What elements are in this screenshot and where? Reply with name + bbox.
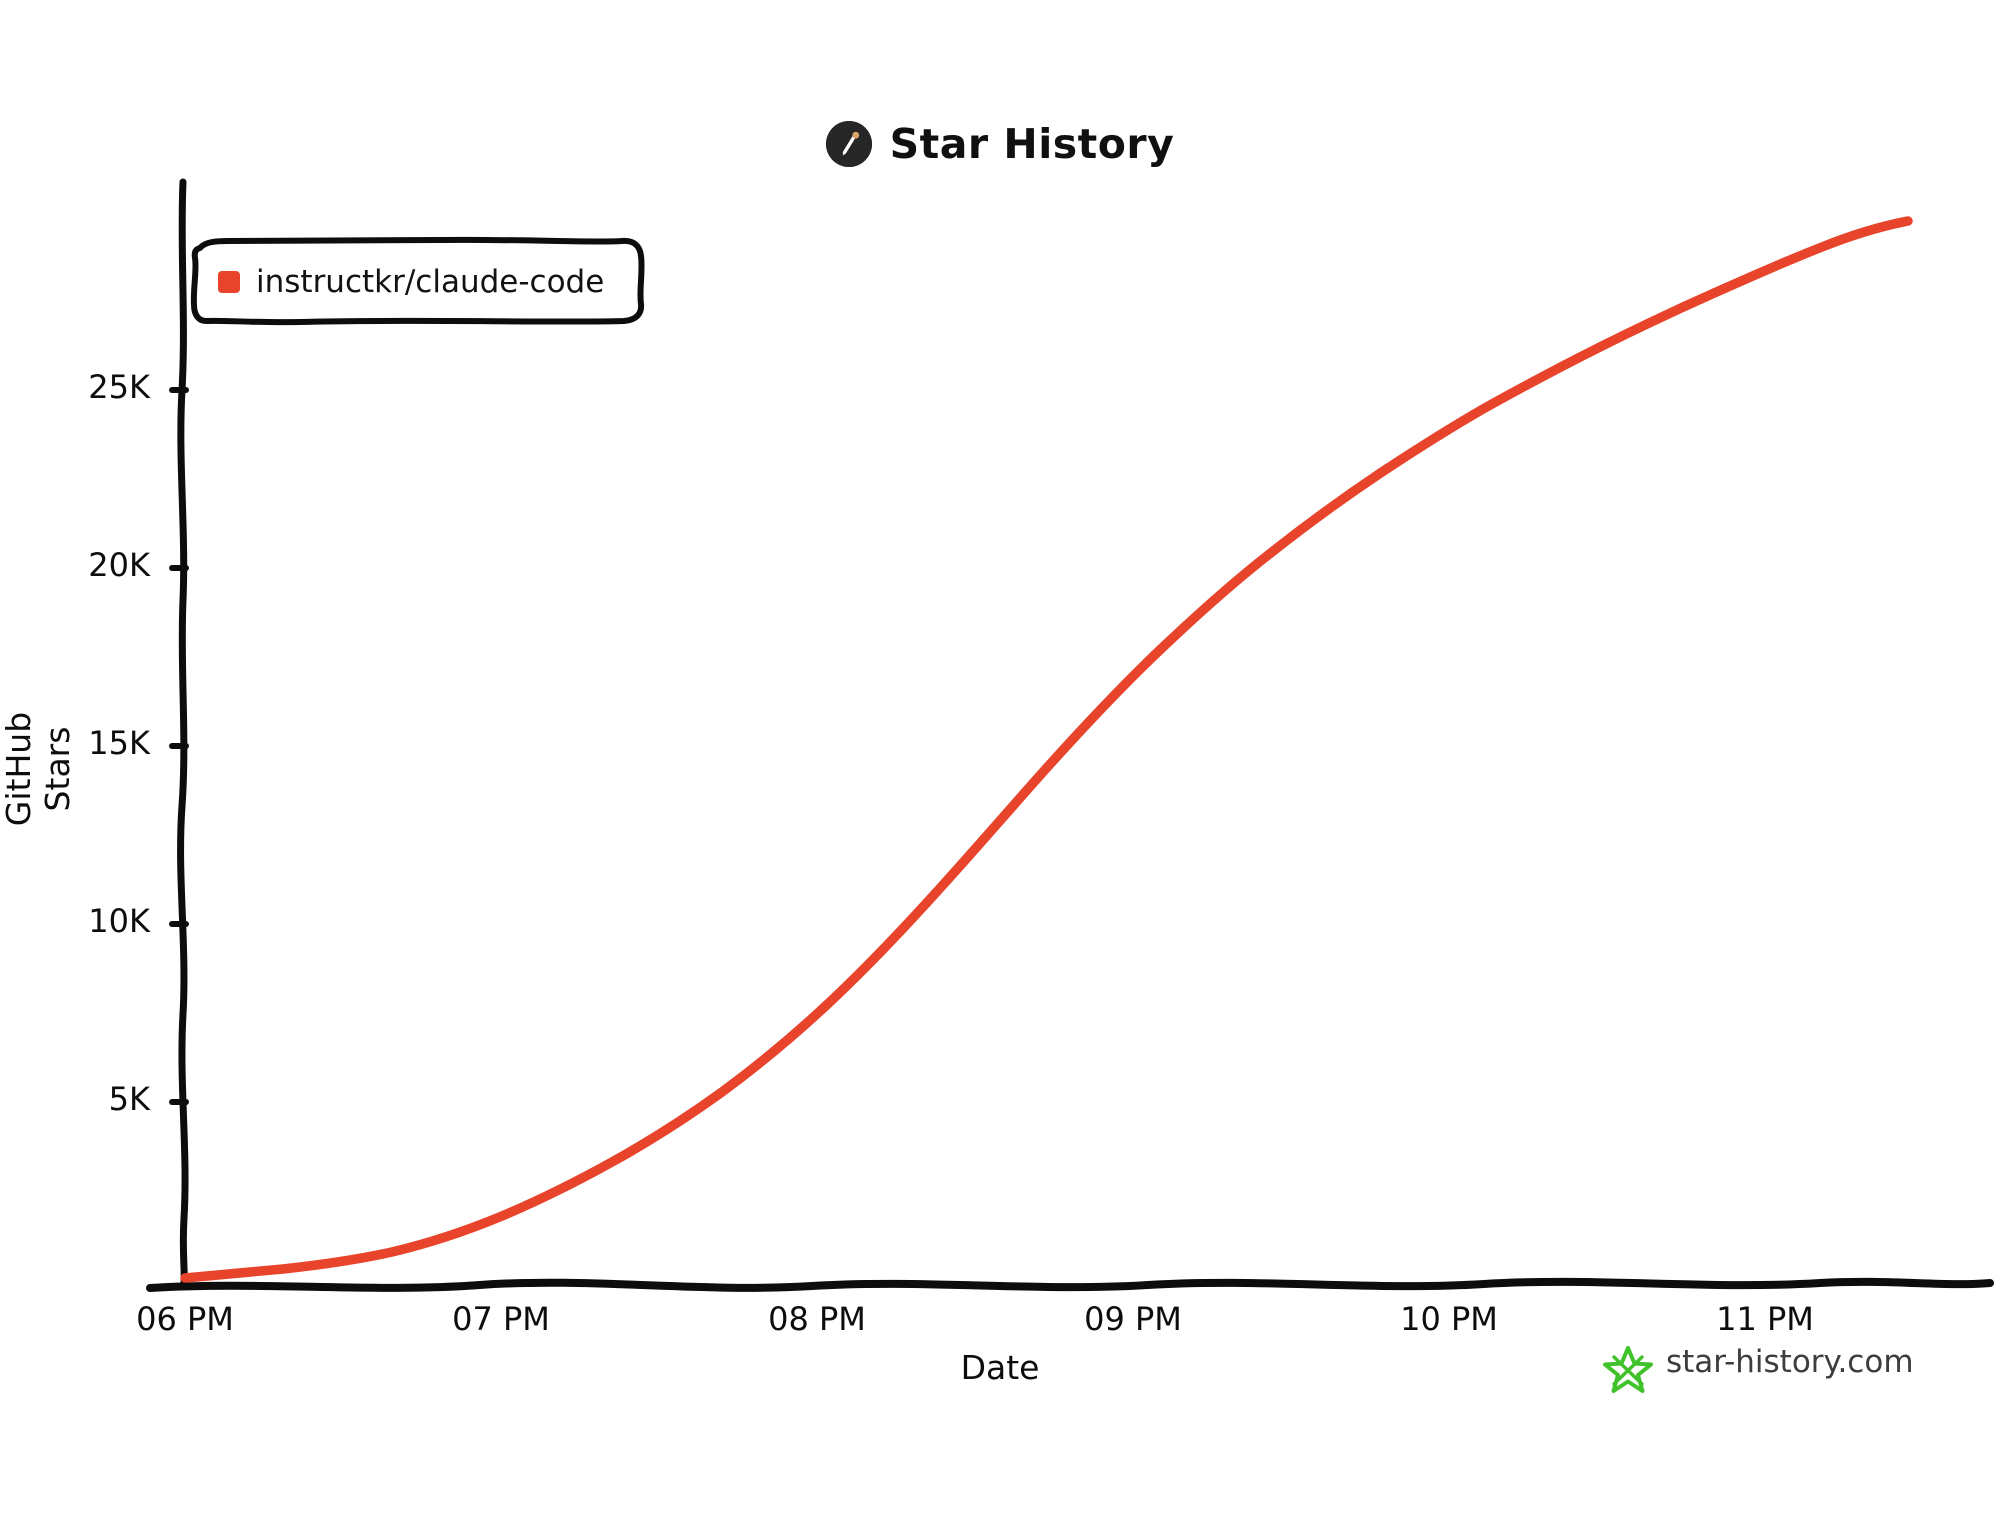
page-title: Star History [0, 120, 2000, 168]
y-tick-label-15k: 15K [88, 724, 150, 762]
x-tick-label-09pm: 09 PM [1084, 1300, 1182, 1338]
x-tick-label-11pm: 11 PM [1716, 1300, 1814, 1338]
legend-box-outline [190, 236, 645, 326]
x-axis-title: Date [960, 1348, 1040, 1387]
y-tick-label-25k: 25K [88, 368, 150, 406]
x-tick-label-10pm: 10 PM [1400, 1300, 1498, 1338]
y-tick-label-20k: 20K [88, 546, 150, 584]
legend-label-instructkr-claude-code: instructkr/claude-code [256, 264, 605, 300]
y-axis-line [177, 178, 189, 1287]
page-title-text: Star History [889, 120, 1175, 168]
x-tick-label-07pm: 07 PM [452, 1300, 550, 1338]
pen-in-circle-icon [825, 121, 872, 167]
y-tick-label-5k: 5K [108, 1080, 150, 1118]
chart-legend[interactable]: instructkr/claude-code [196, 243, 630, 321]
series-line-instructkr-claude-code [180, 216, 1913, 1283]
x-tick-label-08pm: 08 PM [768, 1300, 866, 1338]
star-icon [1603, 1346, 1653, 1393]
watermark-star-icon-spacer [1608, 1340, 1652, 1384]
y-axis-title: GitHub Stars [0, 711, 77, 827]
legend-swatch-instructkr-claude-code [218, 271, 240, 293]
x-axis-line [146, 1277, 1994, 1292]
y-tick-marks [169, 387, 189, 1105]
watermark[interactable]: star-history.com [1608, 1340, 1914, 1384]
watermark-text: star-history.com [1666, 1344, 1914, 1380]
y-tick-label-10k: 10K [88, 902, 150, 940]
x-tick-label-06pm: 06 PM [136, 1300, 234, 1338]
